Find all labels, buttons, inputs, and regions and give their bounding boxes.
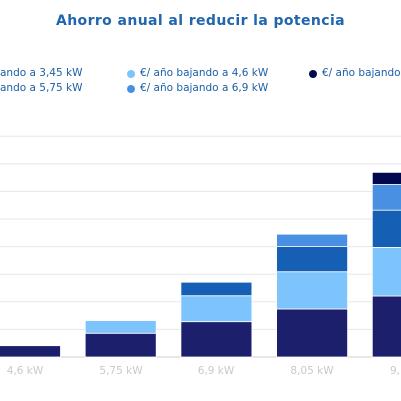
legend-label-8-05kw: €/ año bajando bbox=[322, 67, 401, 79]
bar-segment[interactable] bbox=[180, 321, 253, 358]
x-tick-label: 6,9 kW bbox=[198, 365, 235, 377]
bar-segment[interactable] bbox=[276, 271, 349, 310]
bar-segment[interactable] bbox=[276, 246, 349, 273]
bar-segment[interactable] bbox=[371, 184, 401, 211]
bar-segment[interactable] bbox=[371, 209, 401, 248]
legend-label-4-6kw: €/ año bajando a 4,6 kW bbox=[140, 67, 269, 79]
x-axis-ticks: 4,6 kW 5,75 kW 6,9 kW 8,05 kW 9, bbox=[7, 365, 400, 377]
bar-segment[interactable] bbox=[84, 320, 157, 334]
legend-label-3-45kw: ando a 3,45 kW bbox=[0, 67, 83, 79]
bar-segment[interactable] bbox=[371, 295, 401, 358]
bar-segment[interactable] bbox=[371, 171, 401, 185]
x-tick-label: 9, bbox=[390, 365, 400, 377]
x-tick-label: 8,05 kW bbox=[290, 365, 334, 377]
x-tick-label: 4,6 kW bbox=[7, 365, 44, 377]
bar-segment[interactable] bbox=[276, 308, 349, 358]
bar-segment[interactable] bbox=[84, 332, 157, 358]
legend-swatch-8-05kw bbox=[309, 70, 317, 78]
bar-segment[interactable] bbox=[0, 345, 61, 358]
legend-swatch-6-9kw bbox=[127, 85, 135, 93]
bar-segment[interactable] bbox=[180, 295, 253, 323]
legend-label-6-9kw: €/ año bajando a 6,9 kW bbox=[140, 82, 269, 94]
bar-segment[interactable] bbox=[180, 281, 253, 297]
bar-segment[interactable] bbox=[371, 247, 401, 297]
chart-title: Ahorro anual al reducir la potencia bbox=[55, 13, 346, 29]
x-tick-label: 5,75 kW bbox=[99, 365, 143, 377]
legend-label-5-75kw: ando a 5,75 kW bbox=[0, 82, 83, 94]
legend-swatch-4-6kw bbox=[127, 70, 135, 78]
bar-group bbox=[0, 171, 401, 358]
bar-segment[interactable] bbox=[276, 233, 349, 247]
